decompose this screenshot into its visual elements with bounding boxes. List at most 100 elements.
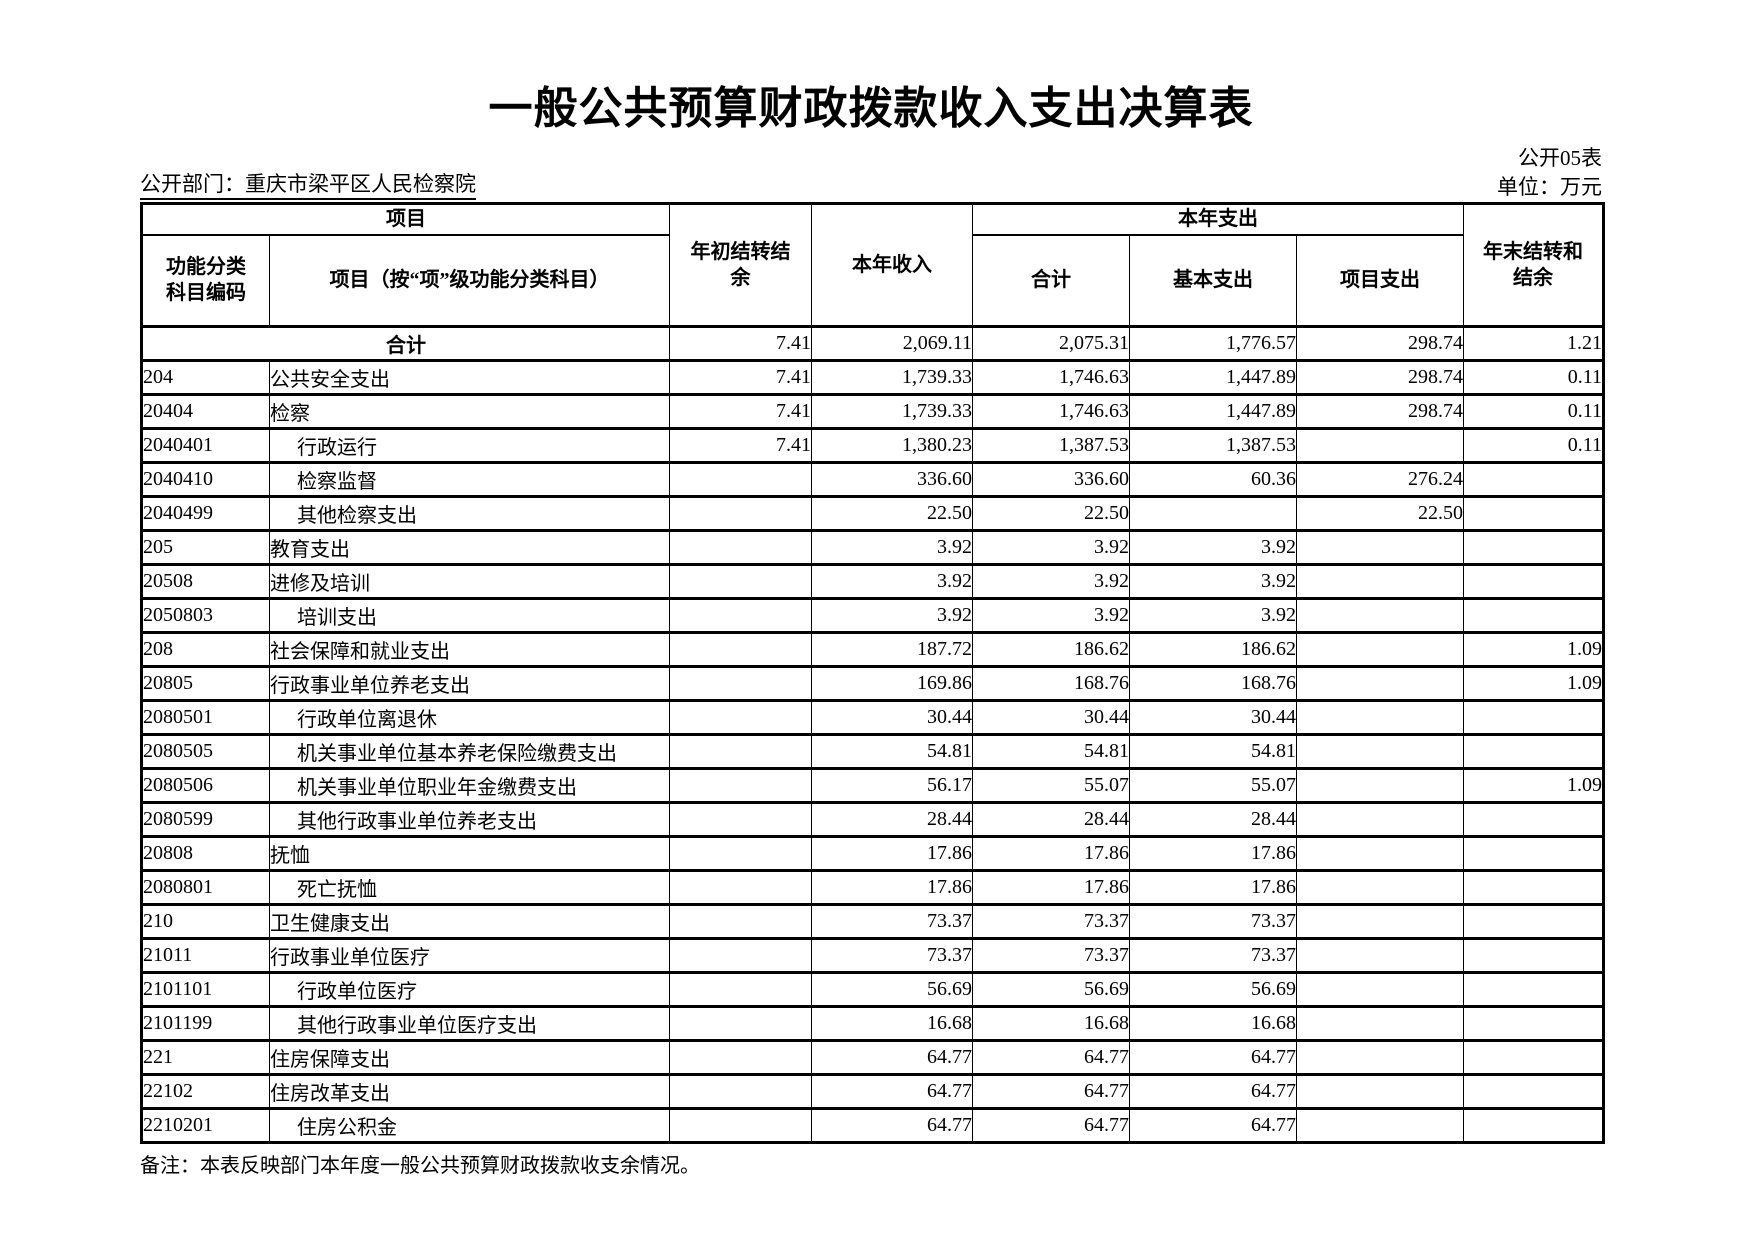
row-function-code: 2101199 xyxy=(141,1005,270,1042)
row-function-code: 20808 xyxy=(141,835,270,872)
row-opening-carryover xyxy=(669,461,812,498)
row-exp-basic: 30.44 xyxy=(1129,699,1297,736)
row-closing-carryover xyxy=(1463,699,1604,736)
row-exp-total: 3.92 xyxy=(972,597,1130,634)
row-opening-carryover xyxy=(669,835,812,872)
table-row: 2080501 行政单位离退休 30.44 30.44 30.44 xyxy=(141,699,1604,736)
header-col-exp-total: 合计 xyxy=(972,233,1130,328)
row-exp-project xyxy=(1296,733,1464,770)
row-exp-basic: 1,776.57 xyxy=(1129,325,1297,362)
row-opening-carryover xyxy=(669,869,812,906)
row-closing-carryover: 0.11 xyxy=(1463,427,1604,464)
row-exp-total: 16.68 xyxy=(972,1005,1130,1042)
header-main-row: 功能分类 科目编码 项目（按“项”级功能分类科目） 合计 基本支出 项目支出 xyxy=(141,233,1604,328)
table-row: 205 教育支出 3.92 3.92 3.92 xyxy=(141,529,1604,566)
table-body: 合计 7.41 2,069.11 2,075.31 1,776.57 298.74 1.21… xyxy=(141,325,1604,1144)
row-closing-carryover: 0.11 xyxy=(1463,393,1604,430)
row-exp-project xyxy=(1296,903,1464,940)
row-exp-total: 1,746.63 xyxy=(972,359,1130,396)
row-exp-project xyxy=(1296,1073,1464,1110)
table-row: 2040499 其他检察支出 22.50 22.50 22.50 xyxy=(141,495,1604,532)
row-opening-carryover xyxy=(669,1107,812,1144)
row-opening-carryover xyxy=(669,767,812,804)
header-group-item: 项目 xyxy=(141,202,670,236)
row-current-income: 56.69 xyxy=(811,971,973,1008)
table-row: 204 公共安全支出 7.41 1,739.33 1,746.63 1,447.89 298… xyxy=(141,359,1604,396)
row-exp-basic: 1,387.53 xyxy=(1129,427,1297,464)
row-function-code: 20805 xyxy=(141,665,270,702)
row-current-income: 64.77 xyxy=(811,1039,973,1076)
table-row-total: 合计 7.41 2,069.11 2,075.31 1,776.57 298.74 1.21 xyxy=(141,325,1604,362)
row-closing-carryover: 1.09 xyxy=(1463,665,1604,702)
row-item-name: 其他检察支出 xyxy=(269,495,670,532)
row-opening-carryover xyxy=(669,733,812,770)
table-row: 2080506 机关事业单位职业年金缴费支出 56.17 55.07 55.07 1.09 xyxy=(141,767,1604,804)
row-opening-carryover xyxy=(669,563,812,600)
row-function-code: 210 xyxy=(141,903,270,940)
header-col-opening-carryover: 年初结转结 余 xyxy=(669,202,812,328)
row-exp-project xyxy=(1296,835,1464,872)
row-item-name: 社会保障和就业支出 xyxy=(269,631,670,668)
row-exp-project xyxy=(1296,597,1464,634)
row-exp-total: 168.76 xyxy=(972,665,1130,702)
row-current-income: 17.86 xyxy=(811,869,973,906)
row-current-income: 3.92 xyxy=(811,563,973,600)
row-closing-carryover xyxy=(1463,937,1604,974)
row-exp-basic: 64.77 xyxy=(1129,1107,1297,1144)
row-exp-basic: 17.86 xyxy=(1129,835,1297,872)
row-exp-total: 22.50 xyxy=(972,495,1130,532)
row-exp-total: 17.86 xyxy=(972,869,1130,906)
row-current-income: 3.92 xyxy=(811,597,973,634)
document-page: 一般公共预算财政拨款收入支出决算表 公开05表 公开部门：重庆市梁平区人民检察院… xyxy=(140,0,1605,1179)
row-exp-total: 30.44 xyxy=(972,699,1130,736)
row-item-name: 抚恤 xyxy=(269,835,670,872)
row-item-name: 其他行政事业单位养老支出 xyxy=(269,801,670,838)
row-function-code: 2040499 xyxy=(141,495,270,532)
row-item-name: 住房保障支出 xyxy=(269,1039,670,1076)
row-exp-project xyxy=(1296,869,1464,906)
row-exp-total: 55.07 xyxy=(972,767,1130,804)
row-exp-project xyxy=(1296,563,1464,600)
row-current-income: 17.86 xyxy=(811,835,973,872)
row-exp-project: 298.74 xyxy=(1296,393,1464,430)
header-col-exp-project: 项目支出 xyxy=(1296,233,1464,328)
row-exp-basic: 60.36 xyxy=(1129,461,1297,498)
row-exp-project xyxy=(1296,767,1464,804)
row-item-name: 教育支出 xyxy=(269,529,670,566)
row-current-income: 187.72 xyxy=(811,631,973,668)
row-exp-basic: 17.86 xyxy=(1129,869,1297,906)
row-item-name: 公共安全支出 xyxy=(269,359,670,396)
row-closing-carryover xyxy=(1463,461,1604,498)
row-item-name: 住房公积金 xyxy=(269,1107,670,1144)
row-exp-total: 64.77 xyxy=(972,1073,1130,1110)
row-item-name: 进修及培训 xyxy=(269,563,670,600)
row-current-income: 54.81 xyxy=(811,733,973,770)
row-item-name: 检察 xyxy=(269,393,670,430)
row-closing-carryover xyxy=(1463,1039,1604,1076)
table-row: 2101199 其他行政事业单位医疗支出 16.68 16.68 16.68 xyxy=(141,1005,1604,1042)
row-current-income: 28.44 xyxy=(811,801,973,838)
header-col-function-code: 功能分类 科目编码 xyxy=(141,233,270,328)
row-opening-carryover: 7.41 xyxy=(669,427,812,464)
row-opening-carryover xyxy=(669,529,812,566)
row-exp-total: 2,075.31 xyxy=(972,325,1130,362)
row-exp-total: 73.37 xyxy=(972,937,1130,974)
row-closing-carryover: 0.11 xyxy=(1463,359,1604,396)
row-exp-project: 22.50 xyxy=(1296,495,1464,532)
row-closing-carryover xyxy=(1463,563,1604,600)
fiscal-table: 项目 年初结转结 余 本年收入 本年支出 年末结转和 结余 功能分类 科目编码 … xyxy=(140,202,1605,1144)
row-exp-project xyxy=(1296,631,1464,668)
row-exp-basic: 56.69 xyxy=(1129,971,1297,1008)
row-current-income: 16.68 xyxy=(811,1005,973,1042)
row-closing-carryover xyxy=(1463,529,1604,566)
row-current-income: 64.77 xyxy=(811,1107,973,1144)
row-current-income: 73.37 xyxy=(811,903,973,940)
row-function-code: 20404 xyxy=(141,393,270,430)
row-opening-carryover xyxy=(669,971,812,1008)
row-closing-carryover: 1.09 xyxy=(1463,631,1604,668)
table-row: 208 社会保障和就业支出 187.72 186.62 186.62 1.09 xyxy=(141,631,1604,668)
row-item-name: 检察监督 xyxy=(269,461,670,498)
row-closing-carryover xyxy=(1463,733,1604,770)
unit-label: 单位：万元 xyxy=(1497,175,1602,199)
row-current-income: 336.60 xyxy=(811,461,973,498)
